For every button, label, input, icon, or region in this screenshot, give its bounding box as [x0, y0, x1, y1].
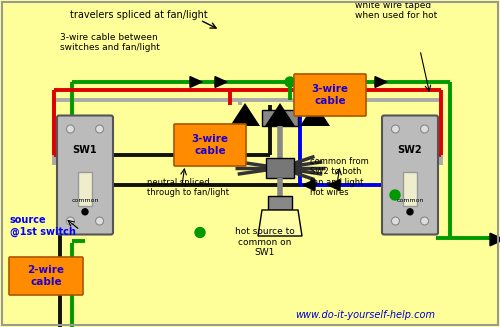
Polygon shape [303, 180, 315, 190]
Text: 3-wire
cable: 3-wire cable [312, 84, 348, 106]
Text: source
@1st switch: source @1st switch [10, 215, 76, 237]
FancyBboxPatch shape [57, 115, 113, 234]
Circle shape [392, 125, 400, 133]
Text: neutral spliced
through to fan/light: neutral spliced through to fan/light [147, 178, 229, 197]
Circle shape [390, 190, 400, 200]
FancyBboxPatch shape [174, 124, 246, 166]
Polygon shape [300, 103, 330, 126]
Bar [78, 172, 92, 206]
Text: SW2: SW2 [398, 145, 422, 155]
Text: SW1: SW1 [72, 145, 98, 155]
Text: 2-wire
cable: 2-wire cable [28, 265, 64, 287]
Circle shape [392, 217, 400, 225]
Polygon shape [200, 149, 212, 161]
Polygon shape [265, 103, 295, 126]
Circle shape [195, 228, 205, 237]
Polygon shape [375, 77, 387, 87]
Circle shape [82, 209, 88, 215]
FancyBboxPatch shape [294, 74, 366, 116]
Bar [268, 196, 292, 210]
Polygon shape [328, 180, 340, 190]
Circle shape [66, 217, 74, 225]
Polygon shape [350, 77, 362, 87]
Text: common: common [72, 198, 99, 203]
Text: 3-wire cable between
switches and fan/light: 3-wire cable between switches and fan/li… [60, 33, 160, 52]
Polygon shape [190, 77, 202, 87]
Circle shape [285, 77, 295, 87]
Polygon shape [490, 233, 500, 246]
Circle shape [420, 125, 428, 133]
Text: 3-wire
cable: 3-wire cable [192, 134, 228, 156]
Circle shape [96, 125, 104, 133]
Bar [266, 158, 294, 178]
Bar [262, 110, 298, 126]
FancyBboxPatch shape [382, 115, 438, 234]
Bar [402, 172, 417, 206]
Text: common from
SW2 to both
fan and light
hot wires: common from SW2 to both fan and light ho… [310, 157, 369, 197]
Circle shape [420, 217, 428, 225]
Polygon shape [230, 103, 260, 126]
Polygon shape [225, 149, 237, 161]
Polygon shape [258, 210, 302, 236]
Text: hot source to
common on
SW1: hot source to common on SW1 [235, 227, 295, 257]
Circle shape [96, 217, 104, 225]
Polygon shape [215, 77, 227, 87]
Text: white wire taped
when used for hot: white wire taped when used for hot [355, 1, 437, 20]
Text: common: common [396, 198, 424, 203]
Text: travelers spliced at fan/light: travelers spliced at fan/light [70, 10, 208, 20]
Circle shape [66, 125, 74, 133]
FancyBboxPatch shape [9, 257, 83, 295]
Text: www.do-it-yourself-help.com: www.do-it-yourself-help.com [295, 310, 435, 320]
Circle shape [407, 209, 413, 215]
